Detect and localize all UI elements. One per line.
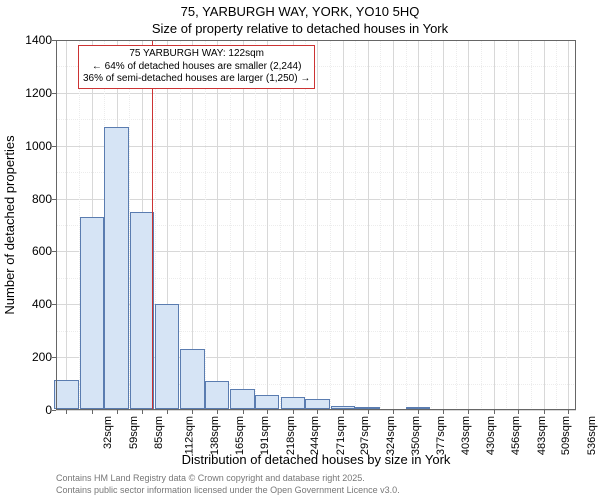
x-tick-mark bbox=[117, 410, 118, 414]
x-tick-mark bbox=[418, 410, 419, 414]
y-tick-label: 1000 bbox=[12, 139, 52, 153]
x-tick-label: 85sqm bbox=[153, 416, 165, 449]
x-tick-label: 297sqm bbox=[360, 416, 372, 455]
y-tick-label: 1200 bbox=[12, 86, 52, 100]
y-tick-mark bbox=[52, 410, 56, 411]
x-tick-mark bbox=[518, 410, 519, 414]
plot-border bbox=[56, 40, 576, 410]
plot-area bbox=[56, 40, 576, 410]
x-tick-label: 456sqm bbox=[510, 416, 522, 455]
x-tick-mark bbox=[343, 410, 344, 414]
x-tick-mark bbox=[243, 410, 244, 414]
x-tick-mark bbox=[293, 410, 294, 414]
annotation-line: 75 YARBURGH WAY: 122sqm bbox=[83, 48, 310, 61]
x-tick-mark bbox=[92, 410, 93, 414]
chart-title-main: 75, YARBURGH WAY, YORK, YO10 5HQ bbox=[0, 4, 600, 19]
x-tick-label: 377sqm bbox=[435, 416, 447, 455]
y-tick-label: 200 bbox=[12, 350, 52, 364]
x-tick-label: 324sqm bbox=[385, 416, 397, 455]
y-tick-mark bbox=[52, 251, 56, 252]
annotation-line: 36% of semi-detached houses are larger (… bbox=[83, 73, 310, 86]
y-tick-label: 800 bbox=[12, 192, 52, 206]
x-tick-label: 403sqm bbox=[460, 416, 472, 455]
x-tick-mark bbox=[544, 410, 545, 414]
x-tick-label: 218sqm bbox=[285, 416, 297, 455]
x-tick-mark bbox=[443, 410, 444, 414]
x-tick-mark bbox=[267, 410, 268, 414]
x-tick-label: 191sqm bbox=[259, 416, 271, 455]
y-tick-mark bbox=[52, 93, 56, 94]
x-tick-mark bbox=[494, 410, 495, 414]
chart-title-sub: Size of property relative to detached ho… bbox=[0, 21, 600, 36]
y-tick-label: 600 bbox=[12, 244, 52, 258]
x-tick-label: 112sqm bbox=[184, 416, 196, 454]
x-tick-label: 536sqm bbox=[586, 416, 598, 455]
footnote-line-1: Contains HM Land Registry data © Crown c… bbox=[56, 473, 365, 483]
x-tick-mark bbox=[368, 410, 369, 414]
x-tick-label: 430sqm bbox=[486, 416, 498, 455]
x-tick-mark bbox=[167, 410, 168, 414]
y-tick-label: 0 bbox=[12, 403, 52, 417]
chart-container: 75, YARBURGH WAY, YORK, YO10 5HQ Size of… bbox=[0, 0, 600, 500]
y-tick-label: 400 bbox=[12, 297, 52, 311]
annotation-line: ← 64% of detached houses are smaller (2,… bbox=[83, 61, 310, 74]
y-tick-mark bbox=[52, 40, 56, 41]
x-tick-mark bbox=[568, 410, 569, 414]
x-tick-label: 483sqm bbox=[536, 416, 548, 455]
x-tick-mark bbox=[317, 410, 318, 414]
x-tick-mark bbox=[468, 410, 469, 414]
x-axis-label: Distribution of detached houses by size … bbox=[56, 452, 576, 467]
y-tick-mark bbox=[52, 199, 56, 200]
y-tick-mark bbox=[52, 357, 56, 358]
footnote-line-2: Contains public sector information licen… bbox=[56, 485, 400, 495]
x-tick-mark bbox=[192, 410, 193, 414]
x-tick-mark bbox=[66, 410, 67, 414]
x-tick-label: 59sqm bbox=[128, 416, 140, 449]
y-tick-label: 1400 bbox=[12, 33, 52, 47]
y-tick-mark bbox=[52, 304, 56, 305]
x-tick-label: 271sqm bbox=[335, 416, 347, 455]
y-tick-mark bbox=[52, 146, 56, 147]
x-tick-label: 32sqm bbox=[102, 416, 114, 449]
x-tick-label: 244sqm bbox=[309, 416, 321, 455]
x-tick-label: 165sqm bbox=[235, 416, 247, 455]
x-tick-label: 138sqm bbox=[209, 416, 221, 455]
x-tick-mark bbox=[393, 410, 394, 414]
x-tick-mark bbox=[142, 410, 143, 414]
annotation-box: 75 YARBURGH WAY: 122sqm← 64% of detached… bbox=[78, 45, 315, 89]
y-axis-label: Number of detached properties bbox=[2, 135, 17, 314]
x-tick-label: 509sqm bbox=[560, 416, 572, 455]
x-tick-mark bbox=[217, 410, 218, 414]
gridline-h bbox=[56, 410, 576, 411]
x-tick-label: 350sqm bbox=[410, 416, 422, 455]
